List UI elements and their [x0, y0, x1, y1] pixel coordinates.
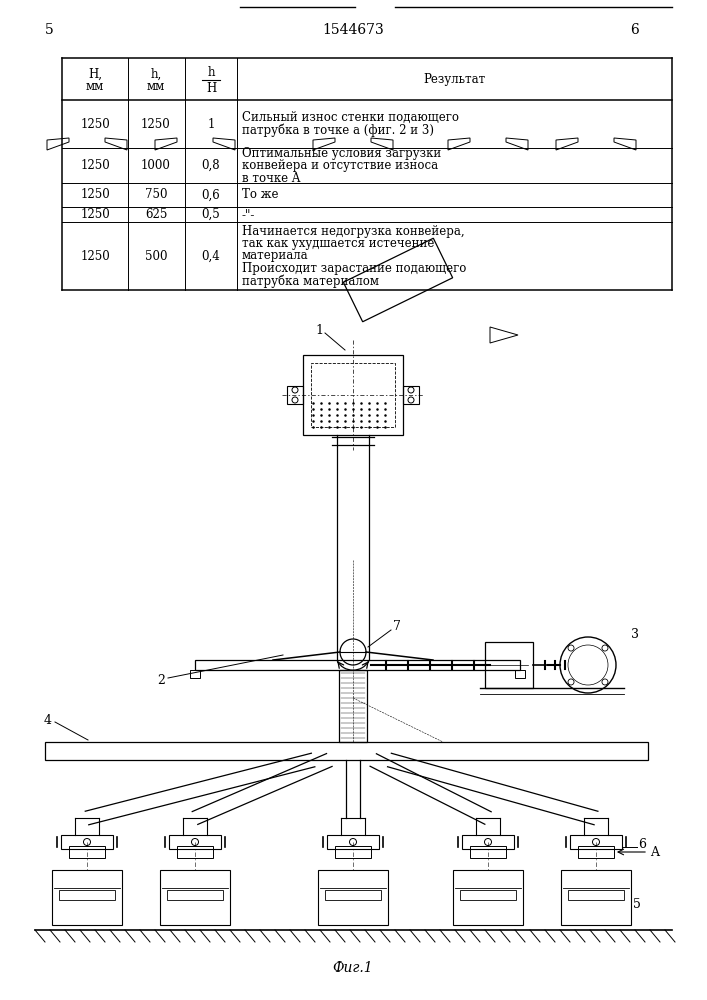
Text: h: h — [207, 66, 215, 80]
Bar — [160, 870, 230, 925]
Bar — [318, 870, 388, 925]
Bar — [45, 742, 648, 760]
Text: H,: H, — [88, 68, 102, 81]
Bar — [190, 670, 200, 678]
Bar — [460, 890, 516, 900]
Text: 625: 625 — [145, 208, 167, 221]
Bar — [403, 386, 419, 404]
Text: патрубка материалом: патрубка материалом — [242, 274, 379, 288]
Text: 1250: 1250 — [80, 188, 110, 202]
Text: 1250: 1250 — [80, 159, 110, 172]
Bar — [195, 660, 520, 670]
Text: 1250: 1250 — [80, 208, 110, 221]
Text: 1: 1 — [207, 117, 215, 130]
Text: 4: 4 — [44, 714, 52, 726]
Bar — [327, 835, 379, 849]
Text: 0,4: 0,4 — [201, 249, 221, 262]
Text: 0,5: 0,5 — [201, 208, 221, 221]
Bar — [515, 670, 525, 678]
Text: 500: 500 — [145, 249, 168, 262]
Text: конвейера и отсутствие износа: конвейера и отсутствие износа — [242, 159, 438, 172]
Text: 6: 6 — [638, 838, 646, 852]
Text: Сильный износ стенки подающего: Сильный износ стенки подающего — [242, 111, 459, 124]
Bar — [570, 835, 622, 849]
Text: мм: мм — [86, 80, 104, 93]
Text: 6: 6 — [630, 23, 638, 37]
Text: 750: 750 — [145, 188, 168, 202]
Bar — [462, 835, 514, 849]
Text: мм: мм — [147, 80, 165, 93]
Bar — [169, 835, 221, 849]
Bar — [568, 890, 624, 900]
Text: патрубка в точке a (фиг. 2 и 3): патрубка в точке a (фиг. 2 и 3) — [242, 123, 434, 137]
Text: 1250: 1250 — [80, 249, 110, 262]
Text: 0,6: 0,6 — [201, 188, 221, 202]
Bar — [311, 363, 395, 427]
Text: 0,8: 0,8 — [201, 159, 221, 172]
Text: Происходит зарастание подающего: Происходит зарастание подающего — [242, 262, 467, 275]
Text: в точке A: в точке A — [242, 172, 300, 184]
Bar — [335, 846, 371, 858]
Bar — [287, 386, 303, 404]
Bar — [61, 835, 113, 849]
Bar — [485, 642, 533, 688]
Bar — [177, 846, 213, 858]
Text: 1250: 1250 — [80, 117, 110, 130]
Text: Начинается недогрузка конвейера,: Начинается недогрузка конвейера, — [242, 225, 464, 237]
Text: 2: 2 — [157, 674, 165, 686]
Bar — [561, 870, 631, 925]
Text: 5: 5 — [633, 898, 641, 912]
Text: H: H — [206, 83, 216, 96]
Text: 1: 1 — [315, 324, 323, 336]
Text: 1544673: 1544673 — [322, 23, 384, 37]
Text: Результат: Результат — [423, 73, 485, 86]
Text: A: A — [650, 846, 659, 858]
Bar — [69, 846, 105, 858]
Text: так как ухудшается истечение: так как ухудшается истечение — [242, 237, 434, 250]
Text: Фиг.1: Фиг.1 — [333, 961, 373, 975]
Bar — [303, 355, 403, 435]
Text: 1000: 1000 — [141, 159, 171, 172]
Text: 5: 5 — [45, 23, 54, 37]
Text: Оптимальные условия загрузки: Оптимальные условия загрузки — [242, 146, 441, 159]
Bar — [52, 870, 122, 925]
Bar — [470, 846, 506, 858]
Text: 7: 7 — [393, 620, 401, 634]
Text: То же: То же — [242, 188, 279, 202]
Bar — [59, 890, 115, 900]
Bar — [339, 670, 367, 742]
Text: h,: h, — [151, 68, 162, 81]
Bar — [453, 870, 523, 925]
Bar — [167, 890, 223, 900]
Bar — [578, 846, 614, 858]
Text: 1250: 1250 — [141, 117, 171, 130]
Bar — [325, 890, 381, 900]
Text: материала: материала — [242, 249, 309, 262]
Text: 3: 3 — [631, 629, 639, 642]
Text: -"-: -"- — [242, 208, 255, 221]
